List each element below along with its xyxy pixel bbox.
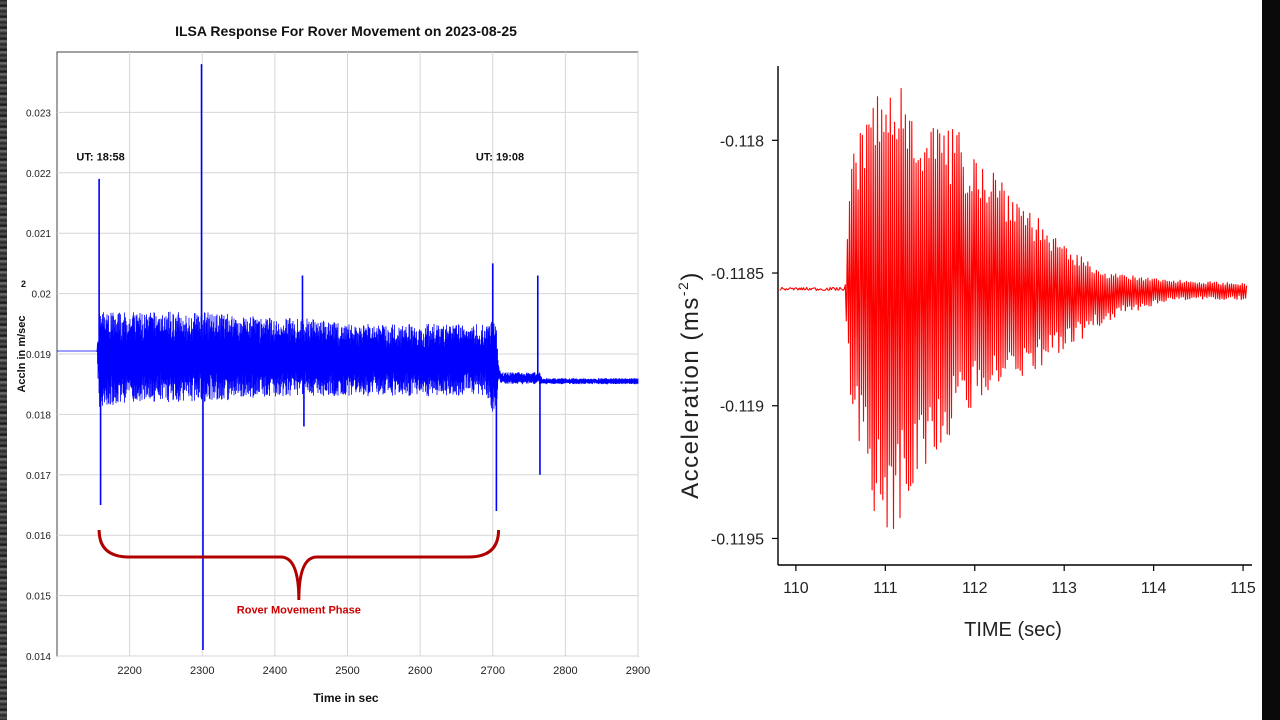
annotation-ut-end: UT: 19:08	[476, 152, 524, 164]
left-x-tick-label: 2600	[408, 665, 432, 677]
left-y-tick-label: 0.023	[26, 108, 51, 119]
left-y-axis-label-superscript: 2	[21, 279, 26, 289]
right-x-tick-label: 112	[962, 580, 988, 597]
right-y-tick-label: -0.1195	[711, 531, 764, 548]
left-y-axis-label: Accln in m/sec	[16, 315, 28, 392]
right-x-tick-label: 114	[1141, 580, 1167, 597]
left-x-tick-label: 2800	[553, 665, 577, 677]
rover-phase-brace-path	[97, 529, 501, 601]
left-x-tick-label: 2700	[481, 665, 505, 677]
left-y-tick-label: 0.021	[26, 229, 51, 240]
right-y-tick-label: -0.118	[720, 133, 764, 150]
left-y-tick-label: 0.014	[26, 652, 51, 663]
left-x-tick-label: 2900	[626, 665, 650, 677]
right-signal-group	[779, 87, 1248, 530]
left-y-tick-label: 0.017	[26, 471, 51, 482]
right-y-tick-label: -0.119	[720, 399, 764, 416]
right-y-axis-label-superscript: -2	[675, 281, 691, 296]
right-y-tick-label: -0.1185	[711, 266, 764, 283]
right-x-axis-label: TIME (sec)	[964, 619, 1062, 641]
left-y-tick-label: 0.018	[26, 410, 51, 421]
left-chart-title: ILSA Response For Rover Movement on 2023…	[175, 23, 517, 39]
left-x-tick-label: 2500	[335, 665, 359, 677]
left-x-tick-label: 2400	[263, 665, 287, 677]
right-y-axis-label-main: Acceleration (ms	[677, 296, 704, 499]
image-edge-strip	[0, 0, 7, 720]
left-y-tick-label: 0.015	[26, 592, 51, 603]
left-y-tick-label: 0.019	[26, 350, 51, 361]
right-x-tick-label: 115	[1230, 580, 1256, 597]
right-y-tick-labels: -0.118 -0.1185 -0.119 -0.1195	[711, 133, 778, 548]
acceleration-chart: -0.118-0.1185-0.119-0.1195 110 111 112 113 1…	[675, 66, 1256, 641]
rover-phase-brace	[97, 529, 501, 601]
right-x-tick-labels: 110 111 112 113 114 115	[783, 565, 1256, 597]
ilsa-chart: ILSA Response For Rover Movement on 2023…	[16, 23, 650, 705]
annotation-ut-start: UT: 18:58	[76, 152, 124, 164]
left-y-tick-label: 0.022	[26, 169, 51, 180]
left-signal-trace	[57, 311, 639, 412]
left-x-tick-label: 2200	[117, 665, 141, 677]
left-y-tick-label: 0.02	[32, 290, 52, 301]
image-edge-strip-right	[1262, 0, 1280, 720]
right-signal-trace	[779, 87, 1248, 530]
left-x-tick-label: 2300	[190, 665, 214, 677]
right-x-tick-label: 111	[873, 580, 897, 597]
left-y-tick-labels: 0.014 0.015 0.016 0.017 0.018 0.019 0.02 0.021 0…	[26, 108, 51, 663]
right-x-tick-label: 113	[1051, 580, 1077, 597]
left-signal-group	[57, 64, 639, 650]
annotation-rover-phase: Rover Movement Phase	[237, 605, 361, 617]
right-y-axis-label: Acceleration (ms-2)	[675, 271, 704, 499]
left-y-tick-label: 0.016	[26, 531, 51, 542]
right-x-tick-label: 110	[783, 580, 809, 597]
left-x-axis-label: Time in sec	[313, 691, 378, 705]
left-x-tick-labels: 2200 2300 2400 2500 2600 2700 2800 2900	[117, 665, 650, 677]
right-y-axis-label-suffix: )	[677, 271, 704, 281]
